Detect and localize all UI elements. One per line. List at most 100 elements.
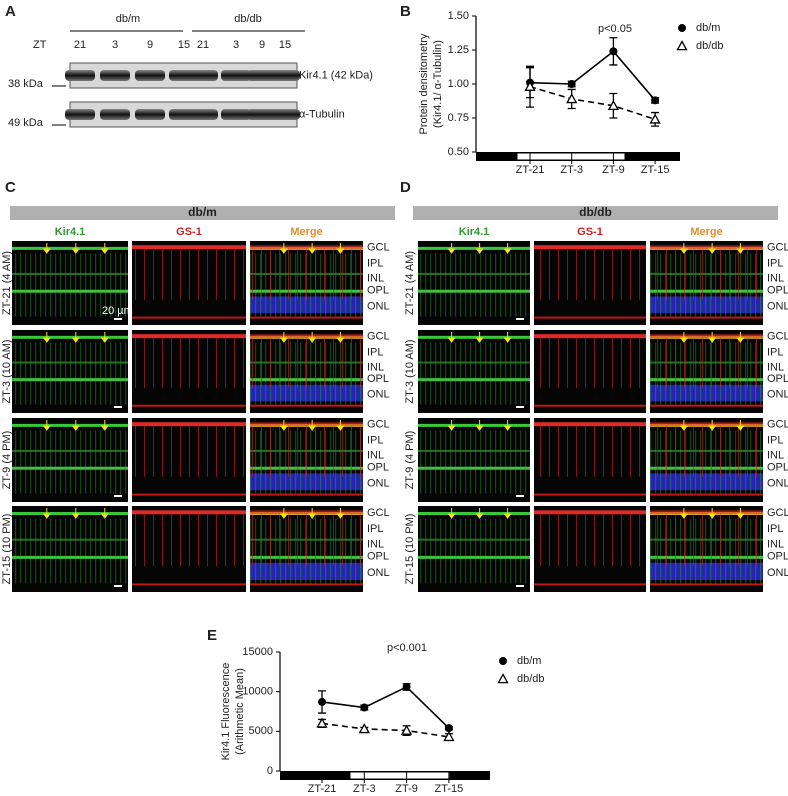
arrow xyxy=(736,420,745,431)
column-label: GS-1 xyxy=(176,226,202,238)
arrow xyxy=(736,243,745,254)
endfeet xyxy=(650,510,763,515)
olm-band xyxy=(534,583,646,586)
annotation: p<0.001 xyxy=(387,642,427,654)
layer-label: ONL xyxy=(367,300,390,312)
fibers xyxy=(132,338,246,389)
arrow xyxy=(100,420,109,431)
column-label: GS-1 xyxy=(577,226,603,238)
data-point xyxy=(444,724,453,733)
data-point xyxy=(358,723,370,734)
layer-label: IPL xyxy=(367,435,384,447)
layer-label: IPL xyxy=(767,523,784,535)
arrow xyxy=(736,332,745,343)
scale-bar-label: 20 µm xyxy=(102,305,133,317)
fibers xyxy=(132,514,246,567)
layer-label: INL xyxy=(367,450,384,462)
arrow xyxy=(279,420,288,431)
arrow xyxy=(279,243,288,254)
layer-label: OPL xyxy=(367,373,389,385)
fibers xyxy=(418,518,530,584)
x-tick-label: ZT-21 xyxy=(516,164,545,176)
arrow xyxy=(708,508,717,519)
endfeet xyxy=(132,334,246,339)
arrow xyxy=(308,243,317,254)
x-tick-label: ZT-9 xyxy=(395,783,418,795)
panel-header: db/m xyxy=(188,205,217,219)
y-tick-label: 1.00 xyxy=(448,78,469,90)
layer-label: IPL xyxy=(767,346,784,358)
y-tick-label: 15000 xyxy=(242,646,273,658)
olm-band xyxy=(250,316,363,319)
annotation: p<0.05 xyxy=(598,23,632,35)
fibers xyxy=(250,514,363,567)
group-label: db/db xyxy=(234,13,262,25)
olm-band xyxy=(132,404,246,407)
arrow xyxy=(503,420,512,431)
blot-band xyxy=(221,70,251,81)
layer-label: GCL xyxy=(367,507,390,519)
fibers xyxy=(250,426,363,477)
zt-label: ZT xyxy=(33,39,47,51)
legend-label: db/m xyxy=(517,655,541,667)
arrow xyxy=(308,508,317,519)
layer-label: GCL xyxy=(767,331,788,343)
layer-label: GCL xyxy=(367,419,390,431)
blot-band xyxy=(65,70,95,81)
panel-letter: D xyxy=(400,179,411,196)
fibers xyxy=(534,514,646,567)
x-tick-label: ZT-21 xyxy=(308,783,337,795)
arrow xyxy=(279,332,288,343)
x-tick-label: ZT-15 xyxy=(435,783,464,795)
marker-label: 49 kDa xyxy=(8,117,44,129)
fibers xyxy=(650,338,763,389)
x-tick-label: ZT-3 xyxy=(353,783,376,795)
olm-band xyxy=(534,316,646,319)
row-label: ZT-15 (10 PM) xyxy=(404,514,416,585)
x-tick-label: ZT-3 xyxy=(560,164,583,176)
layer-label: OPL xyxy=(367,284,389,296)
fibers xyxy=(418,342,530,405)
layer-label: OPL xyxy=(767,284,788,296)
layer-label: GCL xyxy=(367,331,390,343)
opl-band xyxy=(418,378,530,382)
arrow xyxy=(336,332,345,343)
row-label: ZT-15 (10 PM) xyxy=(1,514,13,585)
y-axis-label: (Arithmetic Mean) xyxy=(234,668,246,755)
olm-band xyxy=(650,493,763,496)
arrow xyxy=(708,420,717,431)
blot-band xyxy=(100,109,130,120)
inl-band xyxy=(418,449,530,452)
olm-band xyxy=(132,493,246,496)
arrow xyxy=(503,243,512,254)
y-tick-label: 0 xyxy=(267,765,273,777)
column-label: Merge xyxy=(690,226,722,238)
arrow xyxy=(308,420,317,431)
endfeet xyxy=(250,334,363,339)
panel-header-bar xyxy=(10,206,395,220)
arrow xyxy=(679,243,688,254)
opl-band xyxy=(418,555,530,559)
group-label: db/m xyxy=(116,13,140,25)
series-line xyxy=(321,685,450,729)
inl-band xyxy=(12,361,128,364)
layer-label: ONL xyxy=(767,477,788,489)
olm-band xyxy=(250,404,363,407)
series-line xyxy=(529,85,656,121)
x-tick-label: ZT-15 xyxy=(641,164,670,176)
endfeet xyxy=(132,422,246,427)
row-label: ZT-9 (4 PM) xyxy=(1,431,13,490)
arrow xyxy=(71,243,80,254)
endfeet xyxy=(132,510,246,515)
olm-band xyxy=(132,316,246,319)
panel-letter: E xyxy=(207,627,217,644)
panel-letter: B xyxy=(400,3,411,20)
opl-band xyxy=(12,555,128,559)
data-point xyxy=(567,80,576,88)
data-point xyxy=(649,113,661,124)
opl-band xyxy=(418,466,530,470)
data-point xyxy=(566,93,578,104)
legend-label: db/db xyxy=(696,40,724,52)
blot-band xyxy=(188,70,218,81)
